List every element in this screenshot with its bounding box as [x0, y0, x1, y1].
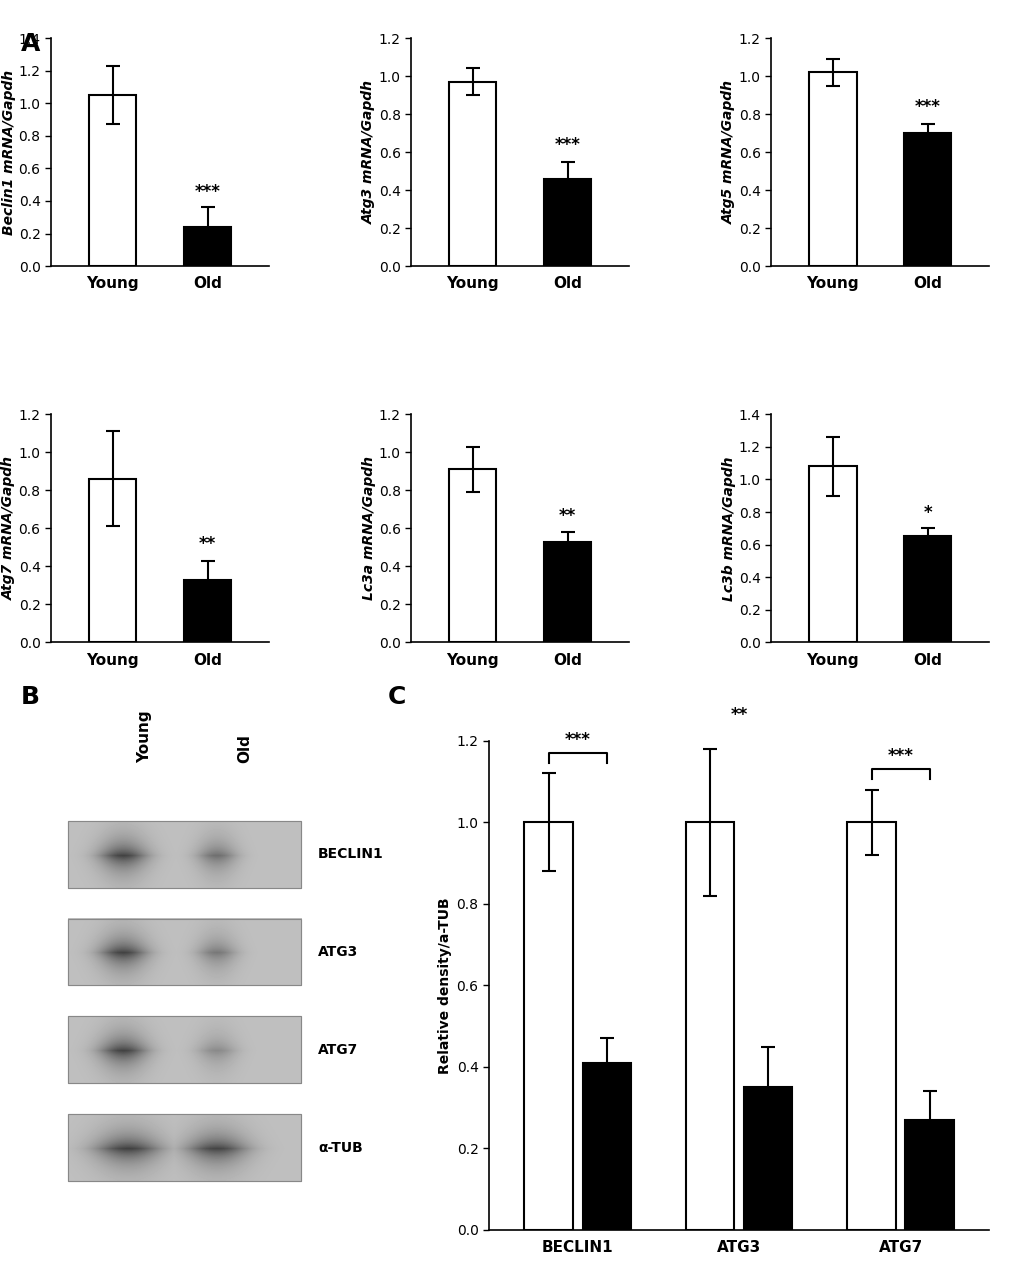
Text: ***: *** — [565, 730, 590, 749]
Bar — [448, 81, 496, 266]
Bar — [808, 467, 856, 643]
Text: BECLIN1: BECLIN1 — [318, 847, 383, 861]
Bar — [543, 179, 591, 266]
Text: ***: *** — [195, 183, 220, 200]
Text: B: B — [20, 685, 40, 709]
Y-axis label: Atg3 mRNA/Gapdh: Atg3 mRNA/Gapdh — [362, 80, 376, 224]
Text: ***: *** — [887, 747, 913, 765]
Text: ATG3: ATG3 — [318, 945, 358, 959]
Text: α-TUB: α-TUB — [318, 1141, 363, 1155]
Text: Old: Old — [236, 734, 252, 763]
Bar — [89, 479, 137, 643]
Text: C: C — [387, 685, 406, 709]
Bar — [808, 72, 856, 266]
Text: Young: Young — [137, 710, 152, 763]
Bar — [685, 822, 734, 1230]
Text: **: ** — [558, 506, 576, 525]
Text: ATG7: ATG7 — [318, 1042, 358, 1056]
Bar — [905, 1120, 953, 1230]
Text: ***: *** — [914, 98, 940, 115]
Bar — [183, 227, 231, 266]
Bar — [903, 133, 951, 266]
FancyBboxPatch shape — [67, 918, 301, 985]
Y-axis label: Relative density/a-TUB: Relative density/a-TUB — [438, 896, 451, 1074]
FancyBboxPatch shape — [67, 820, 301, 888]
Y-axis label: Lc3a mRNA/Gapdh: Lc3a mRNA/Gapdh — [362, 456, 376, 600]
Bar — [524, 822, 573, 1230]
Bar — [847, 822, 895, 1230]
Bar — [743, 1087, 792, 1230]
Bar — [448, 469, 496, 643]
FancyBboxPatch shape — [67, 1017, 301, 1083]
Bar — [543, 541, 591, 643]
Text: **: ** — [199, 535, 216, 553]
Text: ***: *** — [554, 136, 580, 153]
Legend: Y, O: Y, O — [1016, 933, 1019, 989]
Text: **: ** — [730, 706, 747, 724]
Y-axis label: Lc3b mRNA/Gapdh: Lc3b mRNA/Gapdh — [721, 456, 736, 601]
Text: A: A — [20, 32, 40, 56]
FancyBboxPatch shape — [67, 1115, 301, 1181]
Bar — [903, 536, 951, 643]
Y-axis label: Atg5 mRNA/Gapdh: Atg5 mRNA/Gapdh — [721, 80, 736, 224]
Bar — [89, 95, 137, 266]
Bar — [183, 579, 231, 643]
Text: *: * — [922, 503, 931, 522]
Y-axis label: Atg7 mRNA/Gapdh: Atg7 mRNA/Gapdh — [2, 456, 15, 600]
Y-axis label: Beclin1 mRNA/Gapdh: Beclin1 mRNA/Gapdh — [2, 70, 15, 235]
Bar — [582, 1063, 631, 1230]
